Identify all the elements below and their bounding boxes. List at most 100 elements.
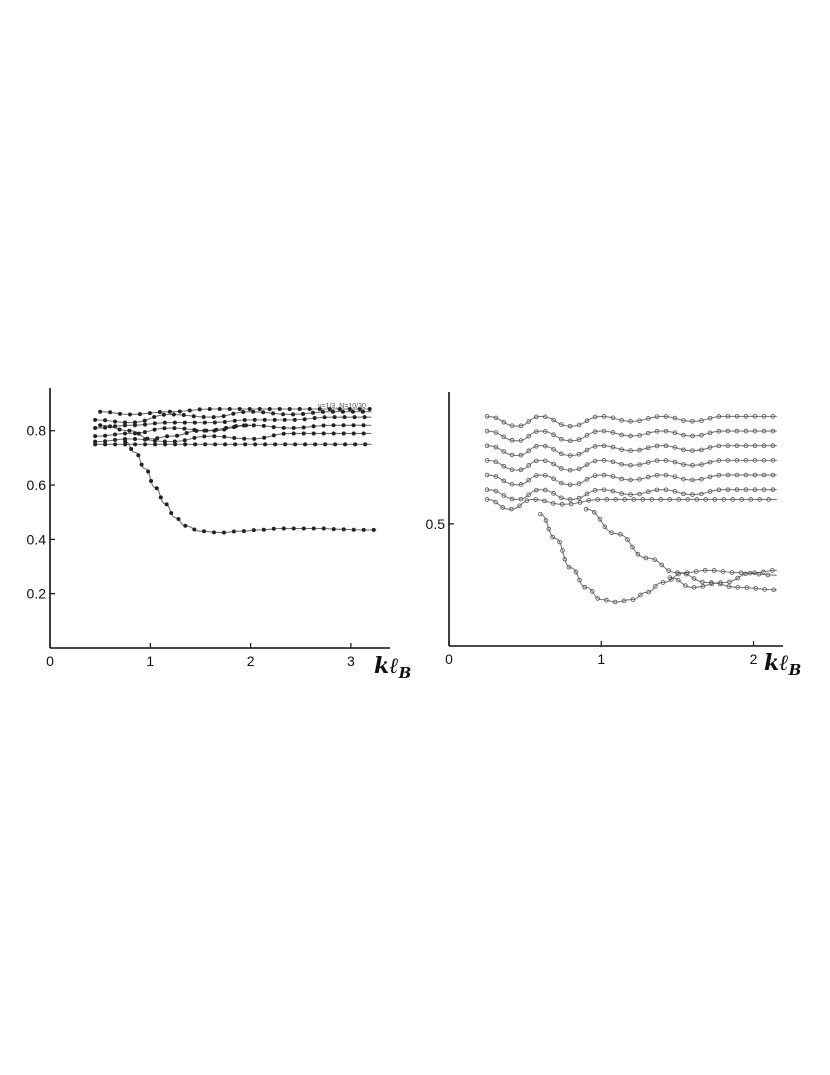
right-data-point [566,564,572,570]
left-data-point [103,425,108,430]
right-data-point [509,506,514,512]
left-data-point [129,446,134,451]
right-data-point [735,585,741,590]
left-data-point [172,439,177,444]
right-data-point [542,414,548,420]
right-series-line [486,459,777,471]
left-x-tick-label: 1 [146,653,154,669]
left-data-point [161,412,166,417]
right-data-point [691,585,697,590]
right-data-point [699,447,704,453]
left-data-point [312,416,317,421]
right-data-point [734,487,740,492]
right-data-point [550,501,556,506]
left-data-point [103,433,108,438]
left-data-point [311,431,316,436]
right-data-point [584,447,590,453]
left-data-point [152,427,157,432]
left-data-point [222,434,227,439]
left-data-point [202,434,207,439]
right-data-point [509,467,515,472]
left-data-point [136,431,141,436]
left-data-point [271,425,276,430]
right-data-point [707,459,713,465]
right-data-point [703,497,709,502]
left-data-point [157,410,162,415]
right-data-point [551,476,556,481]
right-data-point [493,459,499,465]
left-x-axis-label: kℓB [374,653,411,682]
right-data-point [757,497,763,502]
left-data-point [172,426,177,431]
right-data-point [690,433,695,439]
right-data-point [637,477,642,482]
right-data-point [672,489,678,494]
left-data-point [93,426,98,431]
right-data-point [484,497,490,502]
right-data-point [604,597,609,603]
left-data-point [253,442,258,447]
left-data-point [191,414,196,419]
left-y-tick-label: 0.8 [27,423,47,439]
right-data-point [734,443,740,449]
left-data-point [103,439,108,444]
right-data-point [586,498,592,503]
right-data-point [500,505,505,510]
right-data-point [645,460,651,465]
left-data-point [214,427,219,432]
right-data-point [743,487,749,492]
right-data-point [699,476,704,482]
right-data-point [534,414,539,420]
right-data-point [637,433,642,438]
right-data-point [654,414,660,419]
right-data-point [743,571,748,577]
right-data-point [484,458,490,463]
right-data-point [595,596,600,601]
left-data-point [297,407,302,412]
right-data-point [501,449,507,454]
right-data-point [638,592,643,598]
left-data-point [192,420,197,425]
left-data-point [223,442,228,447]
left-data-point [142,430,147,435]
right-series-line [486,489,777,501]
right-data-point [726,584,732,589]
left-data-point [243,423,248,428]
right-series-line [486,430,777,442]
right-data-point [526,477,532,483]
right-data-point [534,429,539,434]
left-data-point [113,432,118,437]
left-data-point [347,407,352,412]
right-data-point [625,537,630,542]
right-data-point [752,428,758,434]
right-data-point [601,414,607,419]
left-data-point [233,424,238,429]
right-data-point [711,568,717,573]
right-data-point [761,414,767,419]
right-data-point [637,447,642,453]
left-data-point [331,423,336,428]
right-data-point [635,551,641,557]
right-data-point [770,443,776,449]
left-data-point [113,442,118,447]
right-series-line [486,498,777,510]
right-data-point [601,428,607,434]
right-data-point [610,444,616,450]
left-data-point [152,438,157,443]
left-data-point [287,407,292,412]
left-data-point [177,409,182,414]
right-series [484,414,777,605]
left-data-point [262,417,267,422]
right-data-point [576,451,582,457]
right-data-point [601,487,607,493]
right-data-point [484,414,490,419]
right-data-point [766,497,772,502]
right-data-point [518,452,524,458]
right-series-line [486,445,777,457]
left-data-point [212,420,217,425]
right-data-point [761,458,767,463]
right-data-point [716,458,722,463]
right-ticks: 0 1 2 0.5 [426,516,758,667]
right-data-point [619,447,624,452]
